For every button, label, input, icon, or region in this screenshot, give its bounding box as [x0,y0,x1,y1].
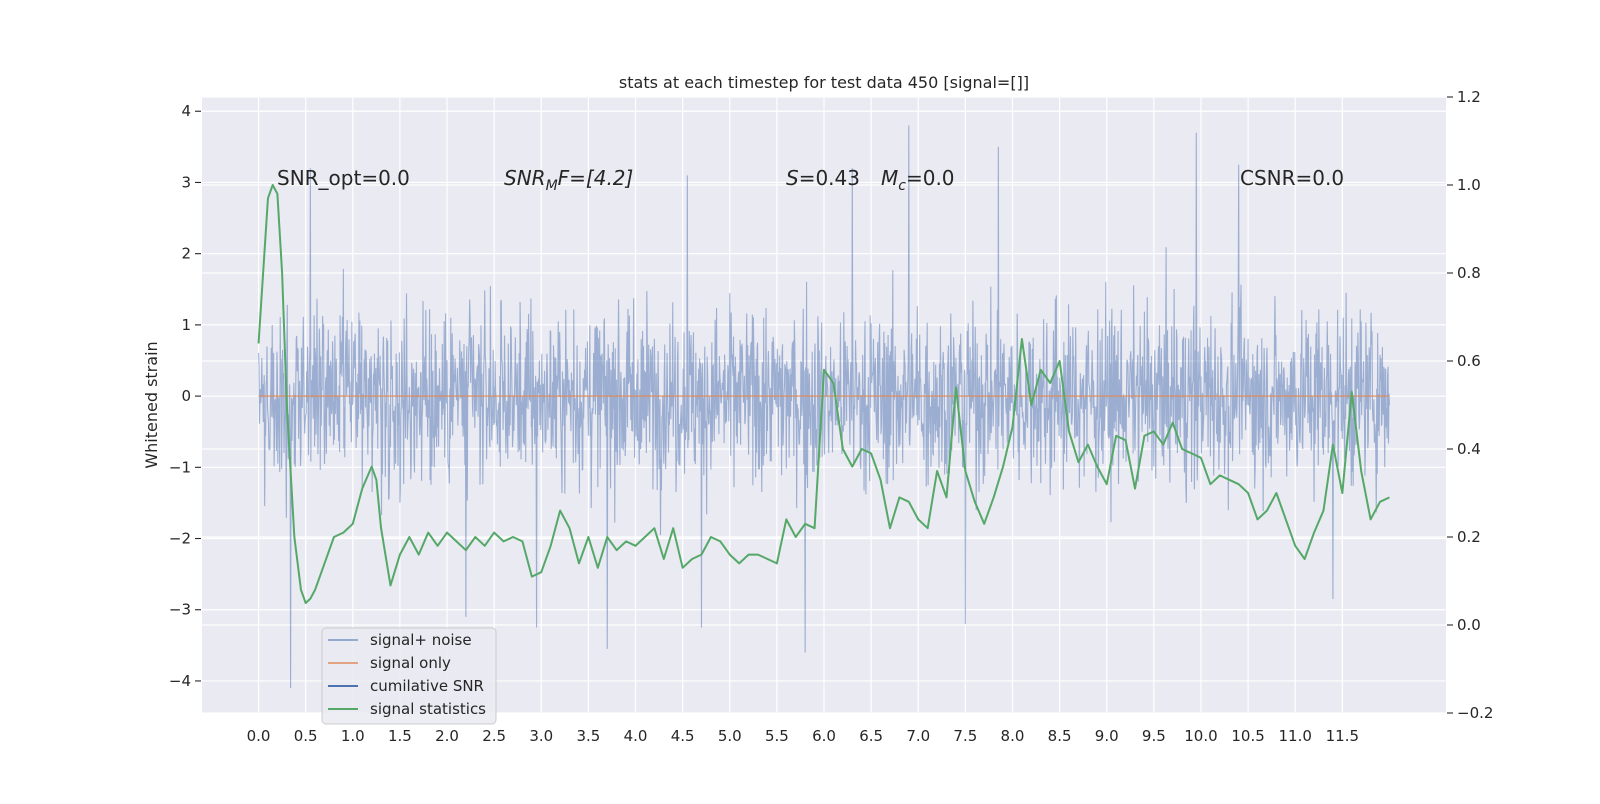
x-tick-label: 1.5 [388,727,412,745]
y-tick-label: −4 [169,672,191,690]
x-tick-label: 9.5 [1142,727,1166,745]
x-tick-label: 3.0 [529,727,553,745]
x-tick-label: 5.0 [718,727,742,745]
y-tick-label: 4 [181,102,191,120]
chart-title: stats at each timestep for test data 450… [619,73,1029,92]
x-tick-label: 9.0 [1095,727,1119,745]
y2-tick-label: 0.6 [1457,352,1481,370]
series-signal-statistics [257,184,1390,604]
x-tick-label: 6.5 [859,727,883,745]
y2-tick-label: 1.0 [1457,176,1481,194]
x-tick-label: 0.0 [247,727,271,745]
x-tick-label: 0.5 [294,727,318,745]
x-tick-label: 8.0 [1001,727,1025,745]
legend-label-signal-statistics: signal statistics [370,700,486,718]
x-tick-label: 11.5 [1326,727,1359,745]
y-tick-label: −3 [169,601,191,619]
annotation-mc: Mc=0.0 [881,166,955,194]
x-tick-label: 2.0 [435,727,459,745]
x-tick-label: 7.0 [906,727,930,745]
x-tick-label: 2.5 [482,727,506,745]
x-tick-label: 4.5 [671,727,695,745]
y-tick-label: −2 [169,530,191,548]
y2-tick-label: 0.2 [1457,528,1481,546]
x-tick-label: 11.0 [1279,727,1312,745]
legend: signal+ noise signal only cumilative SNR… [321,627,497,725]
x-tick-label: 10.0 [1184,727,1217,745]
y2-tick-label: −0.2 [1457,704,1493,722]
annotation-csnr: CSNR=0.0 [1240,166,1344,190]
legend-box [321,627,497,725]
x-tick-label: 7.5 [953,727,977,745]
x-tick-label: 1.0 [341,727,365,745]
x-tick-label: 8.5 [1048,727,1072,745]
y-axis-label: Whitened strain [142,341,161,468]
x-tick-label: 6.0 [812,727,836,745]
annotation-snr-opt: SNR_opt=0.0 [277,166,410,190]
y-tick-label: 2 [181,245,191,263]
y-tick-label: 3 [181,173,191,191]
annotation-s: S=0.43 [786,166,860,190]
legend-label-signal-noise: signal+ noise [370,631,472,649]
y2-tick-label: 0.8 [1457,264,1481,282]
y-tick-label: 1 [181,316,191,334]
x-tick-label: 3.5 [576,727,600,745]
legend-label-signal-only: signal only [370,654,451,672]
x-tick-label: 5.5 [765,727,789,745]
annotations: SNR_opt=0.0 SNRMF=[4.2] S=0.43 Mc=0.0 CS… [277,166,1344,194]
signal-noise-line [258,125,1390,689]
y2-tick-label: 1.2 [1457,88,1481,106]
y-tick-label: −1 [169,458,191,476]
x-tick-label: 10.5 [1231,727,1264,745]
legend-label-cumulative-snr: cumilative SNR [370,677,484,695]
axes: 0.0 0.5 1.0 1.5 2.0 2.5 3.0 3.5 4.0 4.5 5.0 5.5 6.0 6… [169,88,1494,745]
x-tick-label: 4.0 [624,727,648,745]
y2-tick-label: 0.0 [1457,616,1481,634]
y2-tick-label: 0.4 [1457,440,1481,458]
signal-statistics-line [257,184,1390,604]
series-signal-noise [258,125,1390,689]
y-tick-label: 0 [181,387,191,405]
annotation-snr-mf: SNRMF=[4.2] [504,166,633,194]
